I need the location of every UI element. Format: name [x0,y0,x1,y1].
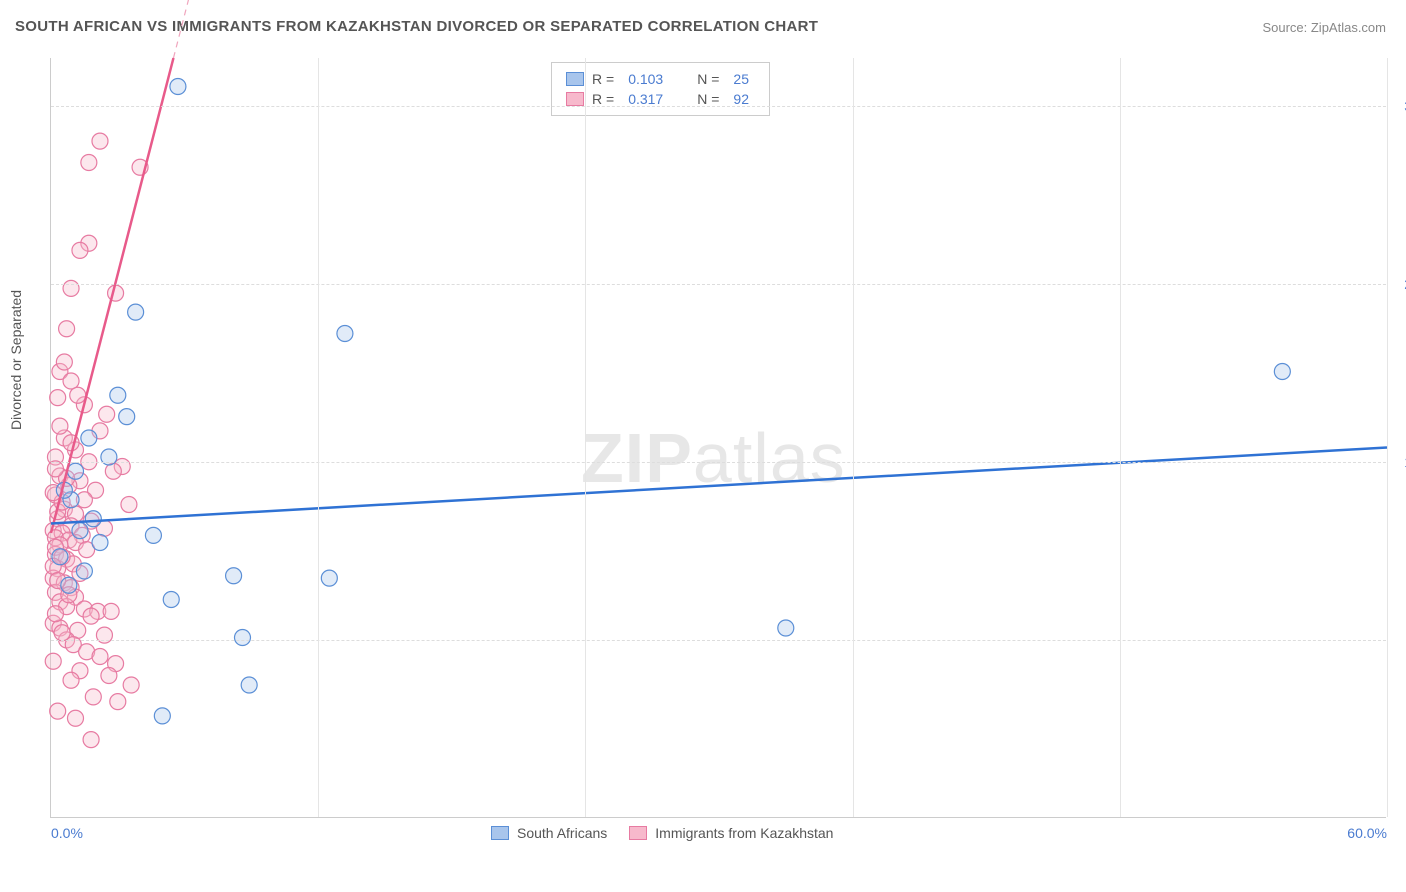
plot-area: ZIPatlas R = 0.103 N = 25 R = 0.317 N = … [50,58,1386,818]
gridline-v [1120,58,1121,817]
gridline-v [1387,58,1388,817]
data-point-pink [63,672,79,688]
data-point-pink [103,603,119,619]
data-point-pink [121,497,137,513]
chart-title: SOUTH AFRICAN VS IMMIGRANTS FROM KAZAKHS… [15,18,818,35]
legend-correlation-row: R = 0.103 N = 25 [566,69,755,89]
legend-swatch [566,92,584,106]
data-point-pink [99,406,115,422]
data-point-pink [105,463,121,479]
legend-series: South Africans Immigrants from Kazakhstan [491,825,833,841]
data-point-pink [50,703,66,719]
data-point-blue [81,430,97,446]
data-point-pink [101,668,117,684]
x-tick-label: 0.0% [51,825,83,841]
data-point-blue [76,563,92,579]
data-point-pink [110,694,126,710]
data-point-blue [72,523,88,539]
data-point-pink [70,387,86,403]
trend-line-blue [51,448,1387,524]
data-point-blue [154,708,170,724]
y-tick-label: 15.0% [1390,454,1406,470]
gridline-v [318,58,319,817]
data-point-pink [47,461,63,477]
y-tick-label: 30.0% [1390,98,1406,114]
data-point-blue [52,549,68,565]
data-point-blue [234,630,250,646]
legend-swatch [629,826,647,840]
data-point-pink [52,418,68,434]
gridline-h [51,640,1386,641]
data-point-blue [226,568,242,584]
data-point-blue [1274,364,1290,380]
legend-correlation: R = 0.103 N = 25 R = 0.317 N = 92 [551,62,770,116]
data-point-blue [92,535,108,551]
data-point-pink [56,354,72,370]
data-point-pink [85,689,101,705]
data-point-pink [45,653,61,669]
data-point-blue [85,511,101,527]
gridline-v [853,58,854,817]
data-point-blue [170,79,186,95]
x-tick-label: 60.0% [1347,825,1387,841]
chart-svg [51,58,1386,817]
legend-n-label: N = [697,71,719,87]
source-link[interactable]: ZipAtlas.com [1311,20,1386,35]
data-point-blue [145,527,161,543]
data-point-pink [67,710,83,726]
y-tick-label: 22.5% [1390,276,1406,292]
legend-series-label: South Africans [517,825,607,841]
data-point-pink [50,390,66,406]
data-point-blue [321,570,337,586]
legend-series-item: Immigrants from Kazakhstan [629,825,833,841]
y-axis-label: Divorced or Separated [8,290,24,430]
data-point-pink [83,608,99,624]
legend-n-value: 25 [733,71,749,87]
data-point-pink [54,625,70,641]
data-point-blue [778,620,794,636]
legend-r-label: R = [592,71,614,87]
data-point-blue [337,326,353,342]
data-point-blue [241,677,257,693]
data-point-blue [61,577,77,593]
legend-r-value: 0.103 [628,71,663,87]
data-point-pink [63,373,79,389]
data-point-pink [72,242,88,258]
data-point-pink [123,677,139,693]
legend-swatch [491,826,509,840]
data-point-blue [128,304,144,320]
data-point-pink [81,155,97,171]
gridline-v [585,58,586,817]
legend-series-item: South Africans [491,825,607,841]
data-point-blue [67,463,83,479]
data-point-pink [59,321,75,337]
data-point-blue [110,387,126,403]
y-tick-label: 7.5% [1390,632,1406,648]
data-point-pink [83,732,99,748]
legend-series-label: Immigrants from Kazakhstan [655,825,833,841]
legend-swatch [566,72,584,86]
data-point-blue [119,409,135,425]
source-prefix: Source: [1262,20,1310,35]
data-point-pink [92,133,108,149]
data-point-blue [163,592,179,608]
data-point-pink [47,606,63,622]
gridline-h [51,106,1386,107]
gridline-h [51,284,1386,285]
data-point-pink [92,649,108,665]
source-attribution: Source: ZipAtlas.com [1262,20,1386,35]
gridline-h [51,462,1386,463]
